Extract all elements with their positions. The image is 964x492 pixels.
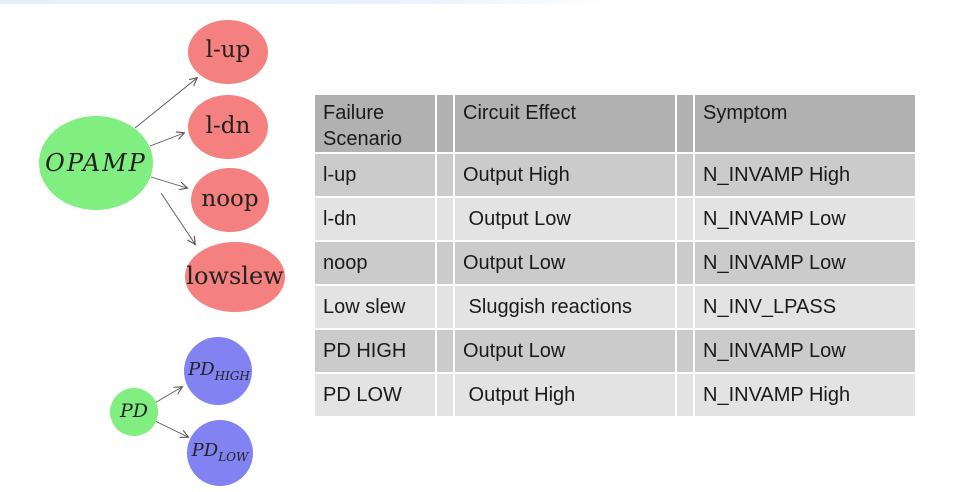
pdlow-label-sub: LOW (218, 449, 249, 464)
table-row: PD LOW Output High N_INVAMP High (315, 374, 915, 416)
cell-failure: noop (315, 242, 435, 284)
top-accent-strip (0, 0, 618, 4)
cell-effect: Output Low (455, 330, 675, 372)
lowslew-node (185, 242, 285, 312)
cell-symptom: N_INVAMP Low (695, 242, 915, 284)
cell-symptom: N_INVAMP Low (695, 198, 915, 240)
cell-effect: Sluggish reactions (455, 286, 675, 328)
opamp-root-node (39, 116, 153, 210)
cell-effect: Output High (455, 154, 675, 196)
pd-root-node (110, 388, 158, 436)
arrow-opamp-to-ldn (149, 133, 184, 147)
table-row: Low slew Sluggish reactions N_INV_LPASS (315, 286, 915, 328)
cell-failure: PD LOW (315, 374, 435, 416)
cell-spacer (437, 198, 453, 240)
failure-scenario-table: Failure Scenario Circuit Effect Symptom … (313, 93, 917, 418)
cell-spacer (437, 154, 453, 196)
table-header-row: Failure Scenario Circuit Effect Symptom (315, 95, 915, 152)
header-symptom: Symptom (695, 95, 915, 152)
noop-label: noop (201, 186, 259, 212)
header-failure-scenario: Failure Scenario (315, 95, 435, 152)
arrow-opamp-to-noop (150, 176, 187, 188)
arrow-opamp-to-lowslew (160, 192, 195, 244)
noop-node (191, 168, 269, 232)
cell-spacer (677, 154, 693, 196)
cell-effect: Output Low (455, 198, 675, 240)
cell-symptom: N_INV_LPASS (695, 286, 915, 328)
cell-effect: Output Low (455, 242, 675, 284)
cell-spacer (677, 286, 693, 328)
ldn-label: l-dn (205, 113, 251, 139)
ldn-node (188, 95, 268, 159)
table-row: l-up Output High N_INVAMP High (315, 154, 915, 196)
table-row: noop Output Low N_INVAMP Low (315, 242, 915, 284)
lup-node (188, 20, 268, 84)
arrow-pd-to-pdhigh (152, 387, 182, 405)
opamp-root-label: OPAMP (45, 149, 147, 177)
cell-spacer (677, 198, 693, 240)
header-spacer-1 (437, 95, 453, 152)
cell-failure: PD HIGH (315, 330, 435, 372)
arrow-opamp-to-lup (134, 78, 197, 129)
cell-symptom: N_INVAMP High (695, 154, 915, 196)
lowslew-label: lowslew (186, 262, 284, 290)
arrow-pd-to-pdlow (154, 420, 188, 437)
pdhigh-node (184, 337, 252, 405)
cell-spacer (437, 374, 453, 416)
cell-spacer (677, 242, 693, 284)
lup-label: l-up (205, 37, 251, 63)
pdlow-node (187, 420, 253, 486)
pdhigh-label-main: PD (188, 359, 215, 381)
cell-failure: Low slew (315, 286, 435, 328)
pd-root-label: PD (119, 400, 149, 422)
cell-effect: Output High (455, 374, 675, 416)
pdhigh-label-sub: HIGH (214, 368, 250, 383)
cell-spacer (677, 374, 693, 416)
cell-spacer (677, 330, 693, 372)
cell-symptom: N_INVAMP Low (695, 330, 915, 372)
table-row: l-dn Output Low N_INVAMP Low (315, 198, 915, 240)
cell-failure: l-up (315, 154, 435, 196)
table-row: PD HIGH Output Low N_INVAMP Low (315, 330, 915, 372)
cell-spacer (437, 242, 453, 284)
pdlow-label: PDLOW (192, 440, 249, 464)
cell-symptom: N_INVAMP High (695, 374, 915, 416)
header-circuit-effect: Circuit Effect (455, 95, 675, 152)
pdlow-label-main: PD (191, 440, 219, 462)
cell-spacer (437, 330, 453, 372)
header-spacer-2 (677, 95, 693, 152)
pdhigh-label: PDHIGH (188, 359, 250, 383)
cell-failure: l-dn (315, 198, 435, 240)
cell-spacer (437, 286, 453, 328)
